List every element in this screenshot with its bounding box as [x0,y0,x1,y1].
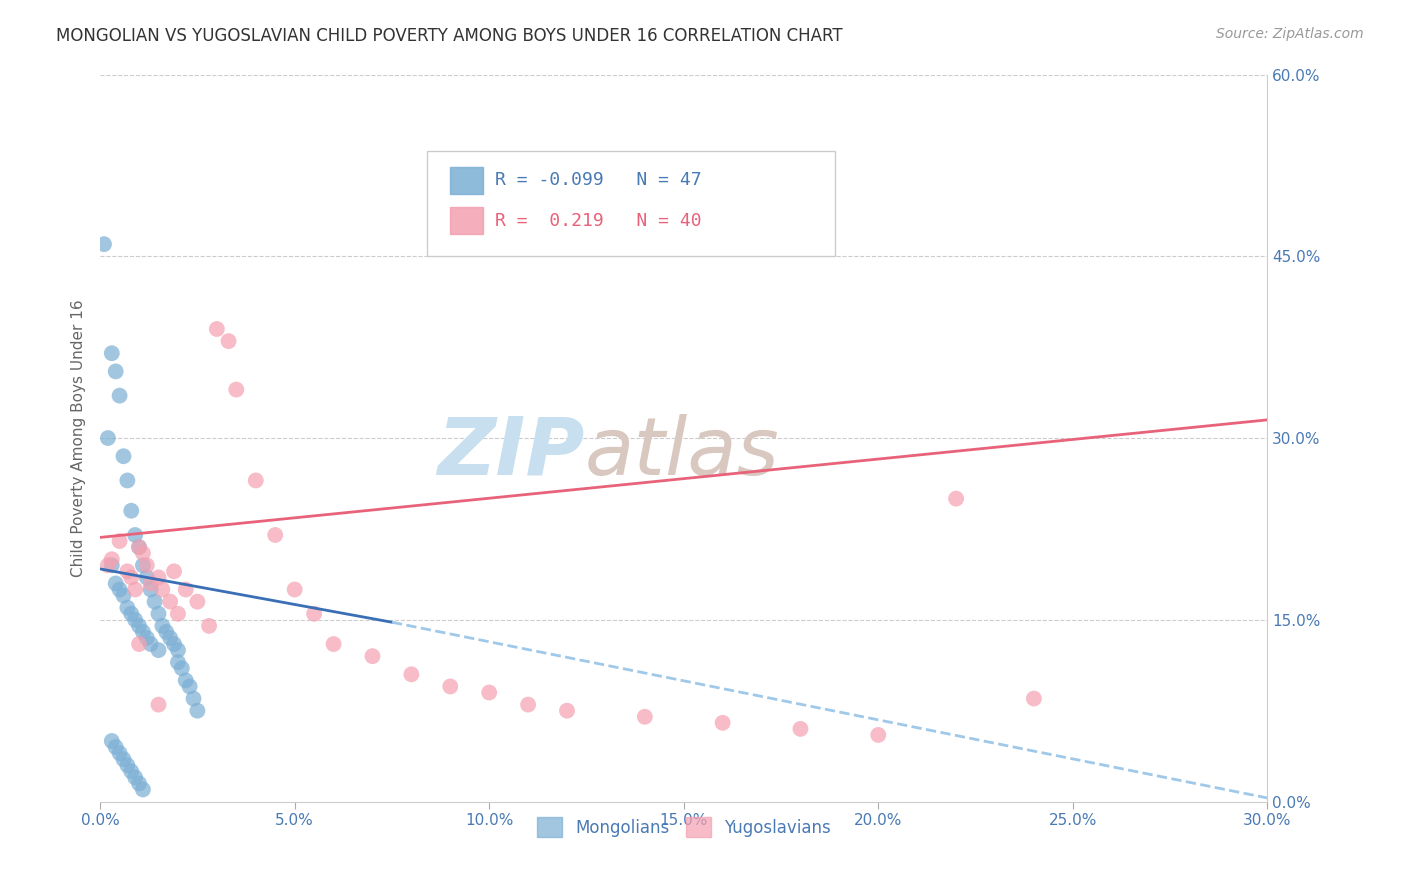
Point [167,655,190,669]
Point [439,680,461,694]
FancyBboxPatch shape [427,151,835,256]
Point [132,782,155,797]
Point [132,624,155,639]
Point [634,710,657,724]
Point [132,558,155,573]
Point [101,552,124,566]
Point [174,673,197,688]
Point [159,594,181,608]
Point [120,504,142,518]
Y-axis label: Child Poverty Among Boys Under 16: Child Poverty Among Boys Under 16 [72,299,86,577]
Point [148,698,170,712]
Point [108,746,131,760]
Point [868,728,890,742]
Point [135,570,157,584]
Point [101,558,124,573]
Text: R =  0.219   N = 40: R = 0.219 N = 40 [495,211,702,229]
Bar [450,167,484,194]
Point [132,546,155,560]
Point [112,449,135,463]
Point [555,704,578,718]
Point [218,334,240,348]
Point [284,582,307,597]
Point [104,739,127,754]
Bar [450,207,484,235]
Point [104,364,127,378]
Point [361,649,384,664]
Point [112,589,135,603]
Point [101,734,124,748]
Text: Source: ZipAtlas.com: Source: ZipAtlas.com [1216,27,1364,41]
Point [150,582,173,597]
Point [225,383,247,397]
Point [945,491,967,506]
Point [167,607,190,621]
Text: MONGOLIAN VS YUGOSLAVIAN CHILD POVERTY AMONG BOYS UNDER 16 CORRELATION CHART: MONGOLIAN VS YUGOSLAVIAN CHILD POVERTY A… [56,27,842,45]
Point [124,528,146,542]
Point [302,607,325,621]
Text: atlas: atlas [585,414,779,491]
Point [120,607,142,621]
Point [159,631,181,645]
Point [148,607,170,621]
Point [108,582,131,597]
Point [124,613,146,627]
Point [139,637,162,651]
Point [124,770,146,784]
Point [117,565,139,579]
Point [155,624,177,639]
Point [179,680,201,694]
Point [104,576,127,591]
Point [170,661,193,675]
Point [401,667,423,681]
Point [101,346,124,360]
Point [108,389,131,403]
Point [163,637,186,651]
Text: R = -0.099   N = 47: R = -0.099 N = 47 [495,171,702,189]
Point [198,619,221,633]
Point [139,576,162,591]
Point [135,558,157,573]
Point [264,528,287,542]
Point [128,619,150,633]
Point [108,534,131,549]
Point [112,752,135,766]
Point [174,582,197,597]
Point [135,631,157,645]
Point [711,715,734,730]
Point [205,322,228,336]
Point [128,540,150,554]
Point [117,600,139,615]
Point [117,758,139,772]
Point [120,570,142,584]
Point [517,698,540,712]
Point [1022,691,1045,706]
Legend: Mongolians, Yugoslavians: Mongolians, Yugoslavians [530,811,838,844]
Point [128,637,150,651]
Point [143,594,166,608]
Point [478,685,501,699]
Point [120,764,142,779]
Point [245,474,267,488]
Point [148,570,170,584]
Text: ZIP: ZIP [437,414,585,491]
Point [117,474,139,488]
Point [322,637,344,651]
Point [128,540,150,554]
Point [186,704,208,718]
Point [97,558,120,573]
Point [167,643,190,657]
Point [128,776,150,790]
Point [148,643,170,657]
Point [124,582,146,597]
Point [139,582,162,597]
Point [150,619,173,633]
Point [186,594,208,608]
Point [789,722,811,736]
Point [163,565,186,579]
Point [183,691,205,706]
Point [97,431,120,445]
Point [93,237,115,252]
